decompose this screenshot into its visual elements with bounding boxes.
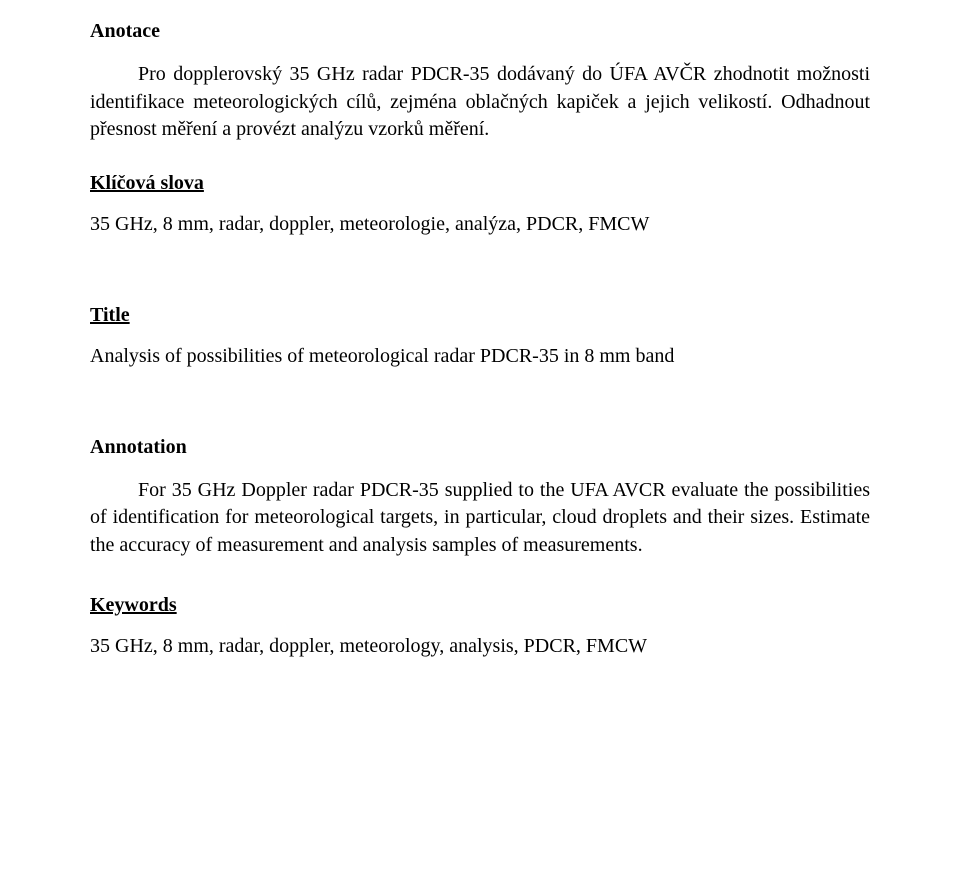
- annotation-body: For 35 GHz Doppler radar PDCR-35 supplie…: [90, 477, 870, 560]
- keywords-heading: Keywords: [90, 594, 870, 617]
- spacer: [90, 408, 870, 436]
- klicova-slova-heading: Klíčová slova: [90, 172, 870, 195]
- klicova-slova-line: 35 GHz, 8 mm, radar, doppler, meteorolog…: [90, 213, 870, 236]
- keywords-line: 35 GHz, 8 mm, radar, doppler, meteorolog…: [90, 635, 870, 658]
- title-line: Analysis of possibilities of meteorologi…: [90, 345, 870, 368]
- spacer: [90, 276, 870, 304]
- annotation-heading: Annotation: [90, 436, 870, 459]
- document-page: Anotace Pro dopplerovský 35 GHz radar PD…: [0, 0, 960, 889]
- title-heading: Title: [90, 304, 870, 327]
- anotace-body: Pro dopplerovský 35 GHz radar PDCR-35 do…: [90, 61, 870, 144]
- anotace-heading: Anotace: [90, 20, 870, 43]
